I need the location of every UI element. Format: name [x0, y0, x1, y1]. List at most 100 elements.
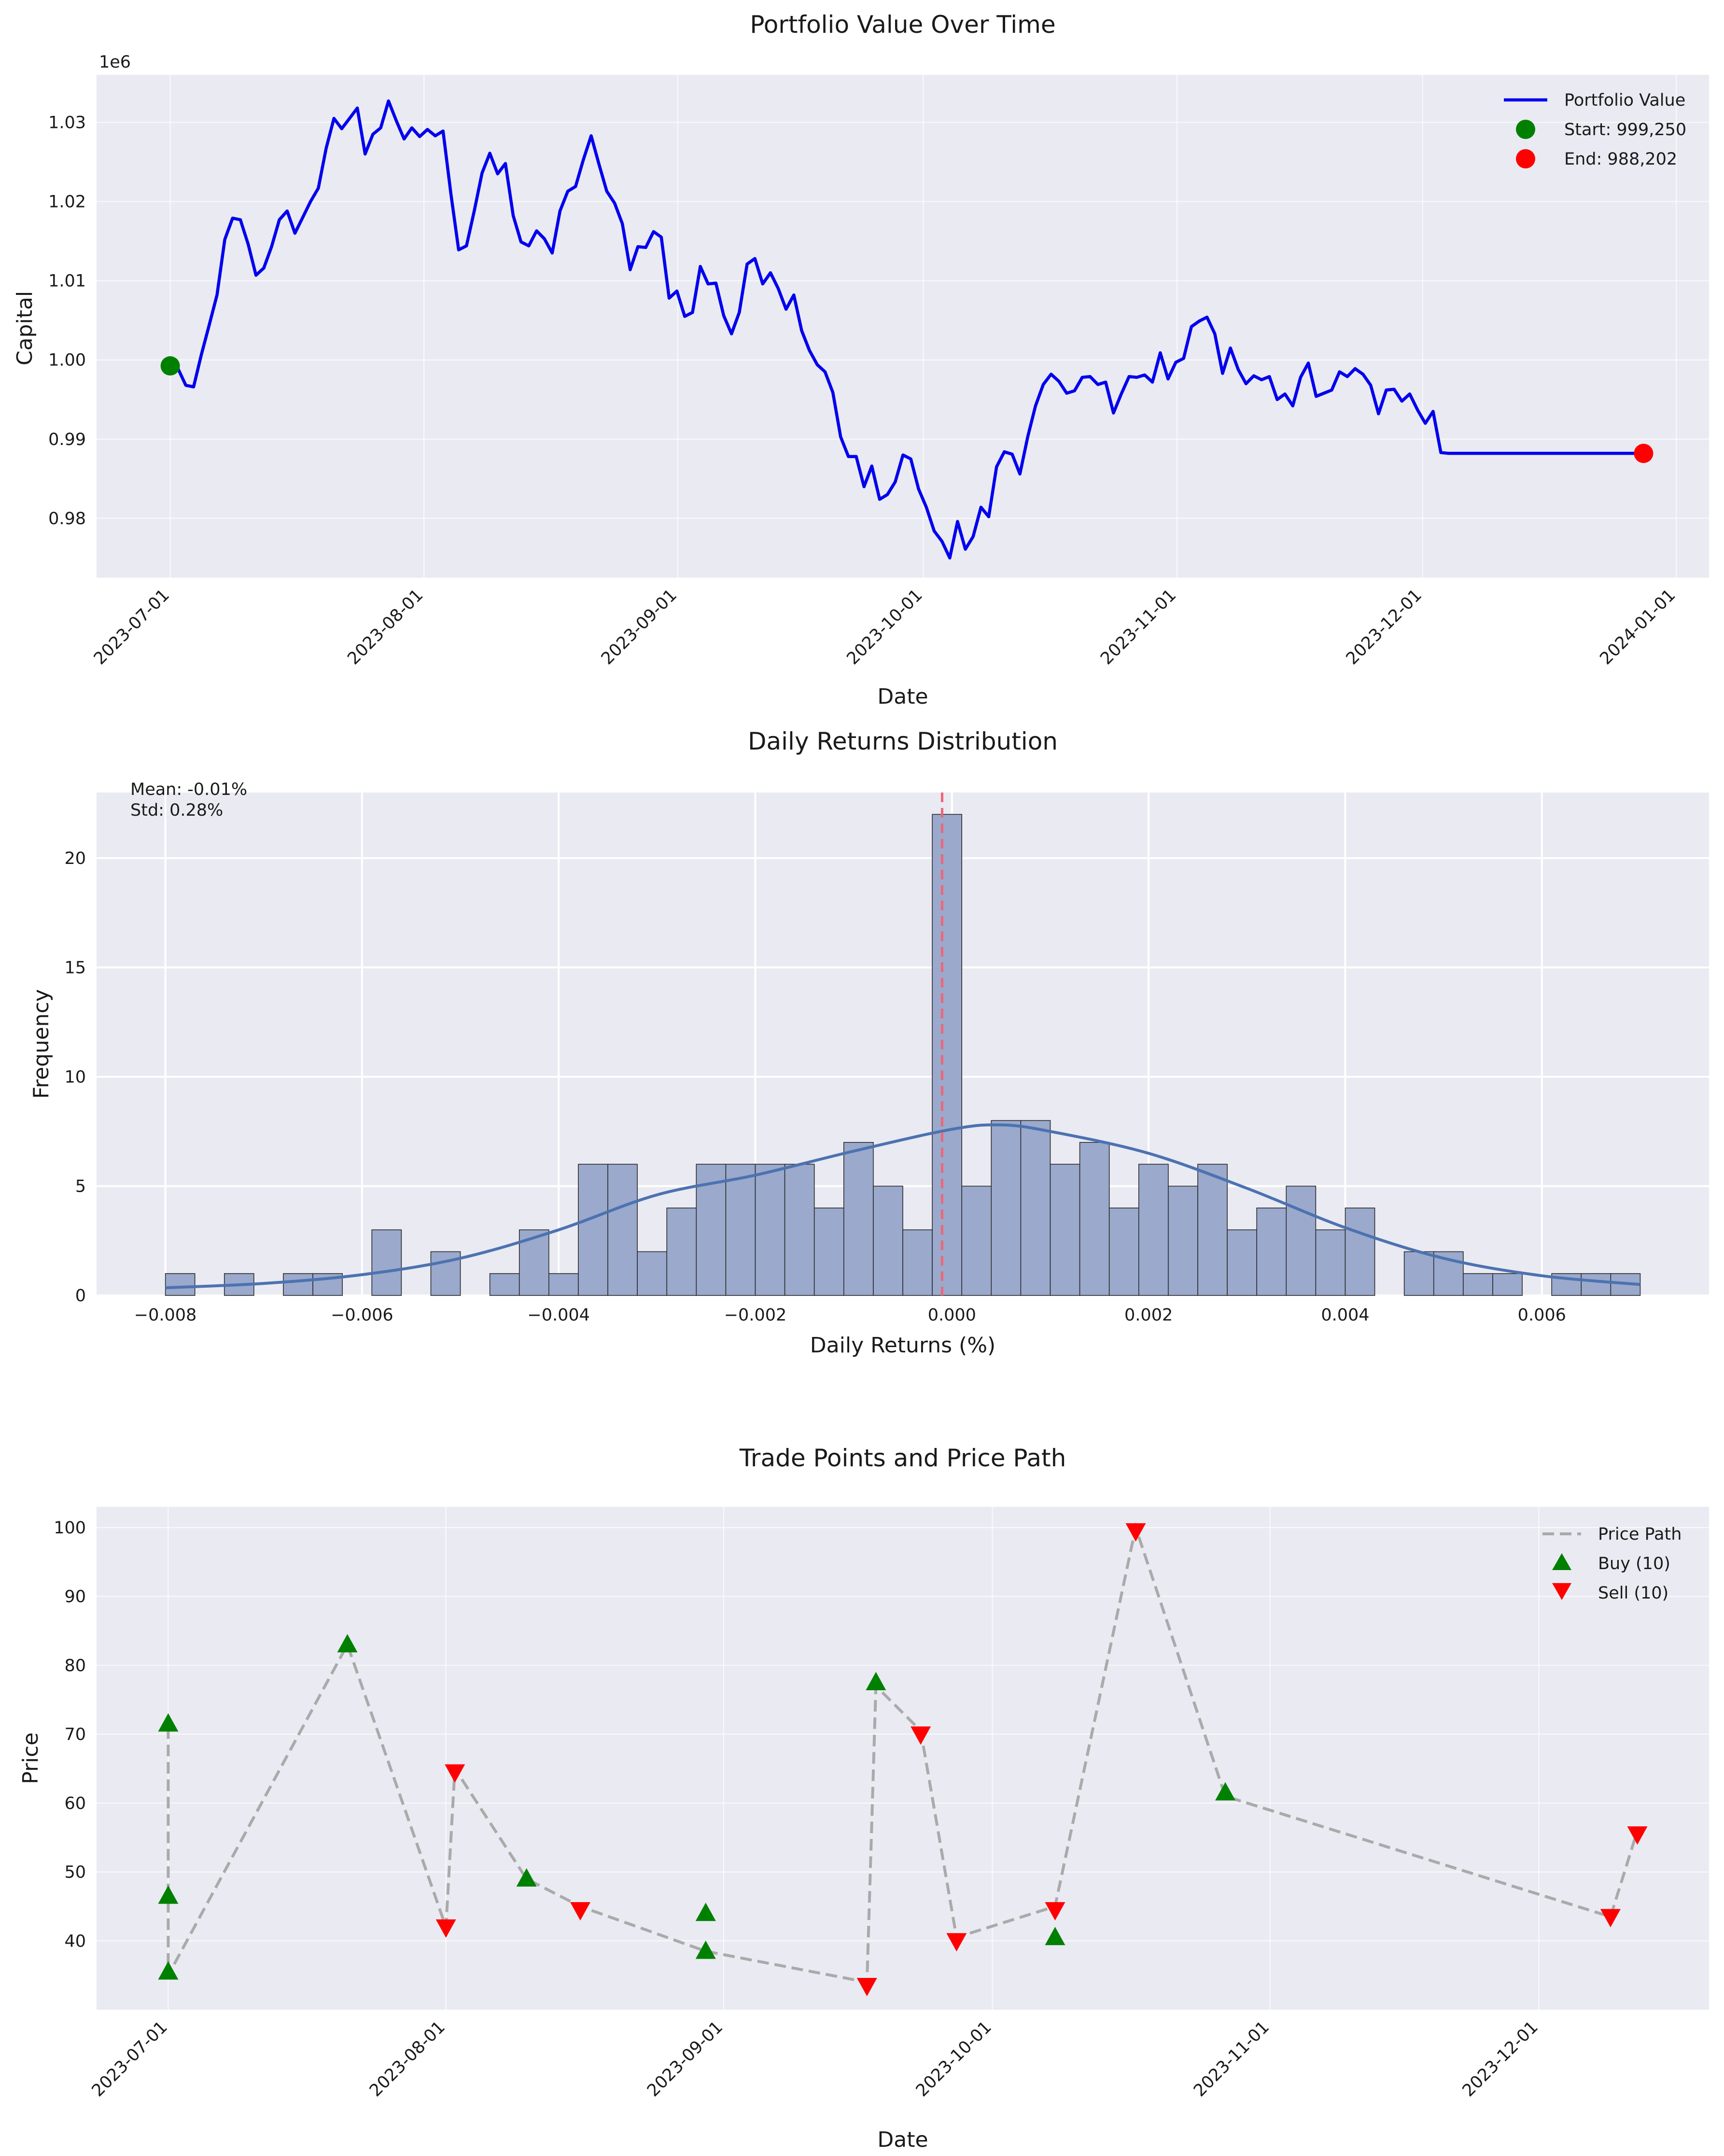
portfolio-x-ticks: 2023-07-01 2023-08-01 2023-09-01 2023-10-01…: [90, 585, 1680, 668]
x-tick-label: 2024-01-01: [1596, 585, 1679, 668]
histogram-bar: [1168, 1185, 1198, 1296]
legend-buy-label: Buy (10): [1598, 1554, 1670, 1573]
y-tick-label: 5: [75, 1177, 86, 1196]
histogram-bar: [1315, 1229, 1346, 1296]
x-tick-label: 0.002: [1124, 1306, 1173, 1325]
histogram-bar: [755, 1164, 785, 1296]
end-marker: [1634, 444, 1654, 463]
histogram-bar: [578, 1164, 608, 1296]
buy-marker: [866, 1671, 886, 1690]
x-tick-label: 2023-11-01: [1190, 2017, 1273, 2100]
x-tick-label: 2023-08-01: [366, 2017, 449, 2100]
sell-marker: [435, 1919, 456, 1938]
y-tick-label: 90: [64, 1587, 86, 1607]
buy-marker: [158, 1713, 179, 1732]
x-tick-label: −0.004: [527, 1306, 590, 1325]
portfolio-y-ticks: 0.98 0.99 1.00 1.01 1.02 1.03: [48, 113, 86, 528]
histogram-bar: [1197, 1164, 1228, 1296]
sell-marker: [856, 1978, 877, 1997]
x-tick-label: 0.000: [928, 1306, 976, 1325]
x-tick-label: 2023-10-01: [912, 2017, 995, 2100]
mean-annotation: Mean: -0.01%: [130, 780, 247, 799]
sell-marker: [1600, 1909, 1621, 1928]
x-tick-label: 2023-07-01: [90, 585, 173, 668]
histogram-bar: [991, 1120, 1022, 1296]
legend-end-label: End: 988,202: [1564, 150, 1677, 169]
sell-marker: [911, 1726, 931, 1745]
x-tick-label: 2023-09-01: [598, 585, 681, 668]
trade-points-chart: Trade Points and Price Path Date Price 2…: [18, 1444, 1709, 2152]
x-tick-label: 2023-09-01: [644, 2017, 727, 2100]
histogram-bar: [1403, 1251, 1434, 1296]
trades-axes-background: [97, 1507, 1709, 2010]
y-tick-label: 1.00: [48, 351, 86, 370]
sell-marker: [1627, 1826, 1648, 1845]
histogram-bar: [371, 1229, 402, 1296]
legend-sell-label: Sell (10): [1598, 1584, 1668, 1603]
x-tick-label: 2023-07-01: [88, 2017, 171, 2100]
histogram-bar: [725, 1164, 756, 1296]
histogram-bar: [607, 1164, 638, 1296]
histogram-bar: [1050, 1164, 1080, 1296]
histogram-bar: [637, 1251, 668, 1296]
std-annotation: Std: 0.28%: [130, 801, 223, 820]
portfolio-y-offset-label: 1e6: [99, 53, 131, 72]
sell-marker: [946, 1933, 967, 1952]
trades-y-ticks: 40 50 60 70 80 90 100: [54, 1518, 86, 1951]
y-tick-label: 60: [64, 1794, 86, 1813]
trades-ylabel: Price: [18, 1732, 43, 1784]
legend-buy-swatch: [1552, 1553, 1571, 1570]
histogram-bars: [165, 814, 1641, 1296]
histogram-bar: [165, 1273, 196, 1296]
histogram-bar: [1345, 1207, 1375, 1296]
sell-marker: [1045, 1902, 1065, 1921]
buy-marker: [1045, 1927, 1065, 1946]
histogram-bar: [843, 1142, 874, 1296]
histogram-bar: [1108, 1207, 1139, 1296]
histogram-bar: [961, 1185, 992, 1296]
portfolio-xlabel: Date: [877, 684, 928, 709]
y-tick-label: 100: [54, 1518, 86, 1538]
sell-marker: [445, 1764, 465, 1783]
portfolio-value-line: [169, 99, 1644, 560]
histogram-y-ticks: 0 5 10 15 20: [64, 849, 86, 1306]
legend-end-swatch: [1516, 149, 1535, 168]
trades-title: Trade Points and Price Path: [739, 1444, 1066, 1472]
histogram-bar: [548, 1273, 579, 1296]
x-tick-label: −0.002: [724, 1306, 787, 1325]
histogram-bar: [666, 1207, 697, 1296]
y-tick-label: 1.02: [48, 193, 86, 212]
portfolio-value-chart: Portfolio Value Over Time 1e6 Date Capit…: [13, 11, 1709, 709]
histogram-bar: [932, 814, 962, 1296]
y-tick-label: 80: [64, 1656, 86, 1675]
trades-xlabel: Date: [877, 2128, 928, 2152]
y-tick-label: 50: [64, 1863, 86, 1882]
histogram-bar: [902, 1229, 933, 1296]
histogram-bar: [1581, 1273, 1612, 1296]
histogram-bar: [813, 1207, 844, 1296]
histogram-bar: [873, 1185, 903, 1296]
y-tick-label: 70: [64, 1725, 86, 1744]
buy-marker: [516, 1868, 537, 1887]
x-tick-label: 2023-12-01: [1343, 585, 1426, 668]
buy-marker: [158, 1885, 179, 1904]
x-tick-label: 2023-10-01: [843, 585, 926, 668]
buy-marker: [695, 1940, 716, 1959]
portfolio-legend: Portfolio Value Start: 999,250 End: 988,…: [1504, 91, 1686, 169]
histogram-bar: [1138, 1164, 1169, 1296]
x-tick-label: −0.008: [134, 1306, 197, 1325]
histogram-bar: [1020, 1120, 1051, 1296]
buy-marker: [1215, 1782, 1235, 1801]
legend-start-label: Start: 999,250: [1564, 120, 1686, 139]
histogram-bar: [1286, 1185, 1317, 1296]
legend-price-path-label: Price Path: [1598, 1525, 1682, 1544]
y-tick-label: 0.98: [48, 509, 86, 529]
buy-marker: [337, 1634, 358, 1653]
y-tick-label: 15: [64, 958, 86, 977]
portfolio-axes-background: [97, 75, 1709, 578]
trades-legend: Price Path Buy (10) Sell (10): [1542, 1525, 1682, 1603]
buy-markers: [158, 1634, 1235, 1980]
histogram-ylabel: Frequency: [29, 989, 54, 1099]
sell-marker: [570, 1902, 590, 1921]
